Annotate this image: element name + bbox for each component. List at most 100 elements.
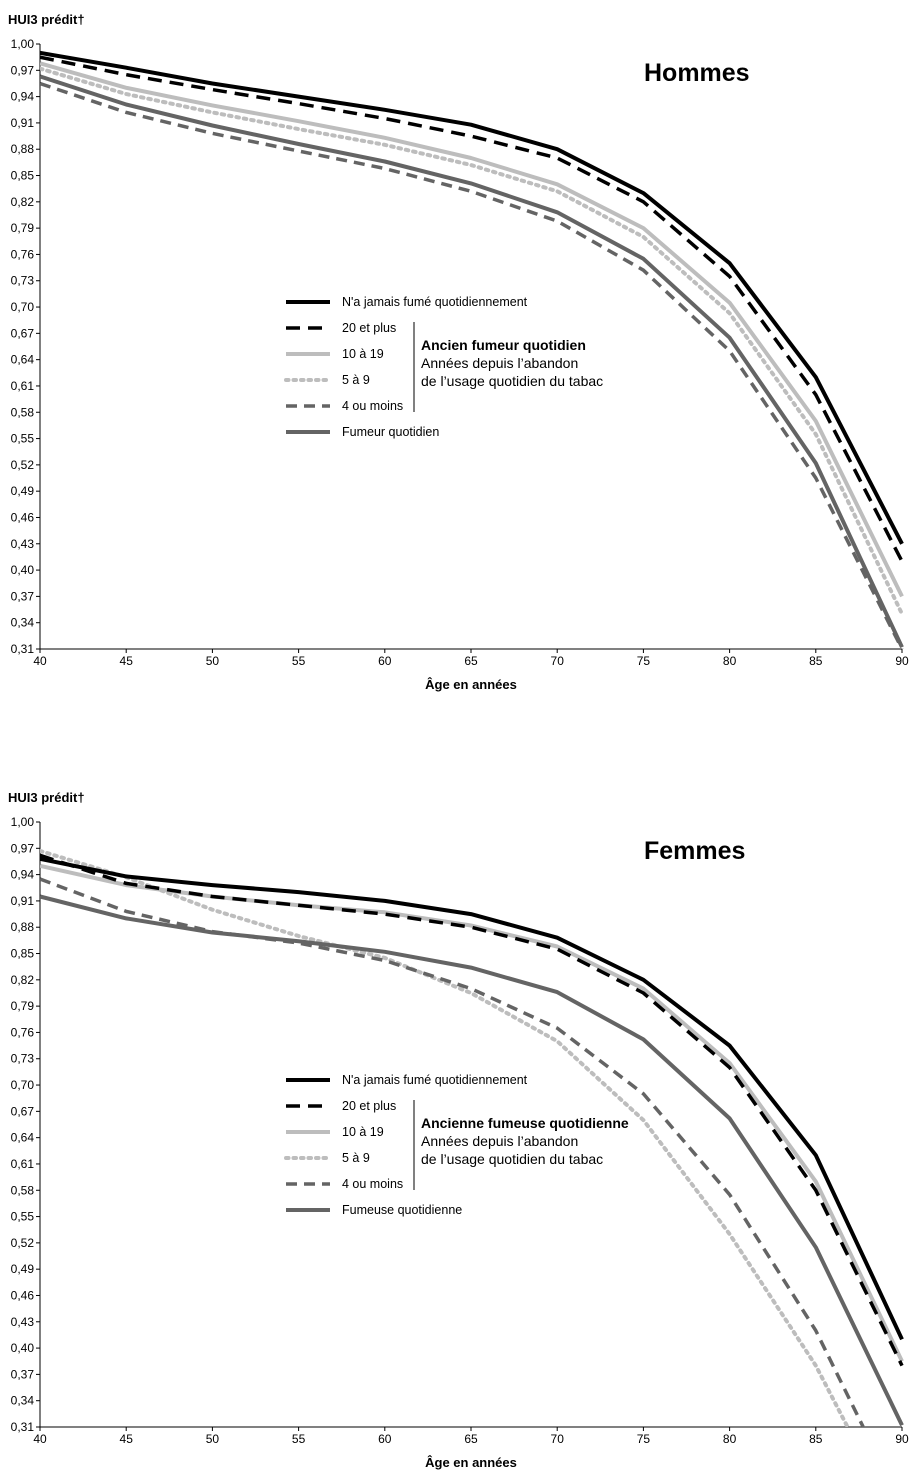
x-axis-label: Âge en années (425, 1455, 517, 1470)
y-tick-label: 0,58 (11, 1183, 35, 1197)
x-tick-label: 60 (378, 654, 392, 668)
chart-title: Femmes (644, 837, 745, 865)
y-tick-label: 0,85 (11, 947, 35, 961)
y-tick-label: 0,46 (11, 510, 35, 524)
y-tick-label: 0,97 (11, 63, 35, 77)
y-tick-label: 1,00 (11, 815, 35, 829)
y-tick-label: 0,94 (11, 868, 35, 882)
x-tick-label: 65 (464, 1432, 478, 1446)
chart-panel-men: HUI3 prédit† 1,00 0,97 0,94 0,91 0,88 0,85 0,82… (0, 0, 909, 700)
series-line-current (40, 894, 904, 1427)
series-line-5to9 (40, 848, 850, 1427)
legend-label-20plus: 20 et plus (342, 321, 396, 335)
x-tick-label: 75 (637, 654, 651, 668)
y-tick-label: 0,64 (11, 353, 35, 367)
x-tick-label: 50 (206, 1432, 220, 1446)
y-axis-label: HUI3 prédit† (8, 790, 85, 805)
series-line-20plus (40, 55, 904, 563)
y-tick-label: 0,73 (11, 274, 35, 288)
y-tick-label: 0,52 (11, 458, 35, 472)
x-tick-label: 45 (120, 654, 134, 668)
y-tick-label: 0,37 (11, 1367, 35, 1381)
legend-label-current: Fumeuse quotidienne (342, 1203, 462, 1217)
y-tick-label: 0,94 (11, 90, 35, 104)
legend-label-10to19: 10 à 19 (342, 1125, 384, 1139)
series-line-4less (40, 81, 904, 649)
y-tick-label: 0,82 (11, 973, 35, 987)
y-tick-label: 0,70 (11, 300, 35, 314)
y-tick-label: 0,43 (11, 1315, 35, 1329)
x-tick-label: 65 (464, 654, 478, 668)
y-tick-label: 0,79 (11, 999, 35, 1013)
x-tick-label: 40 (33, 1432, 47, 1446)
y-tick-label: 0,70 (11, 1078, 35, 1092)
y-tick-label: 0,49 (11, 1262, 35, 1276)
y-tick-label: 0,55 (11, 432, 35, 446)
chart-title: Hommes (644, 59, 750, 87)
series-line-4less (40, 877, 866, 1427)
legend-label-current: Fumeur quotidien (342, 425, 439, 439)
series-line-never (40, 856, 904, 1341)
y-tick-label: 0,91 (11, 116, 35, 130)
y-tick-label: 0,64 (11, 1131, 35, 1145)
legend-label-5to9: 5 à 9 (342, 1151, 370, 1165)
y-tick-label: 0,58 (11, 405, 35, 419)
x-tick-label: 70 (551, 654, 565, 668)
legend-group-note: de l’usage quotidien du tabac (421, 373, 603, 389)
y-tick-label: 0,52 (11, 1236, 35, 1250)
legend-group-title: Ancien fumeur quotidien (421, 337, 586, 353)
x-tick-label: 55 (292, 1432, 306, 1446)
legend-label-20plus: 20 et plus (342, 1099, 396, 1113)
y-tick-label: 0,67 (11, 1104, 35, 1118)
y-axis-label: HUI3 prédit† (8, 12, 85, 27)
chart-women: HUI3 prédit† 1,00 0,97 0,94 0,91 0,88 0,85 0,82… (8, 790, 909, 1470)
y-tick-label: 0,67 (11, 326, 35, 340)
y-tick-label: 0,88 (11, 142, 35, 156)
legend-group-note: Années depuis l’abandon (421, 355, 578, 371)
y-tick-label: 0,43 (11, 537, 35, 551)
x-tick-label: 85 (809, 654, 823, 668)
y-tick-label: 0,49 (11, 484, 35, 498)
y-tick-label: 0,97 (11, 841, 35, 855)
x-tick-label: 50 (206, 654, 220, 668)
y-tick-label: 0,76 (11, 247, 35, 261)
x-tick-label: 60 (378, 1432, 392, 1446)
series-line-10to19 (40, 61, 904, 598)
x-tick-label: 75 (637, 1432, 651, 1446)
x-axis-label: Âge en années (425, 677, 517, 692)
x-tick-label: 55 (292, 654, 306, 668)
y-tick-label: 0,88 (11, 920, 35, 934)
x-tick-label: 80 (723, 1432, 737, 1446)
x-tick-label: 40 (33, 654, 47, 668)
series-line-current (40, 74, 904, 649)
x-tick-label: 90 (895, 654, 909, 668)
y-tick-label: 0,91 (11, 894, 35, 908)
y-tick-label: 0,61 (11, 379, 35, 393)
y-tick-label: 0,76 (11, 1025, 35, 1039)
legend-group-note: de l’usage quotidien du tabac (421, 1151, 603, 1167)
series-line-5to9 (40, 66, 904, 616)
legend-label-4less: 4 ou moins (342, 399, 403, 413)
y-tick-label: 0,40 (11, 1341, 35, 1355)
x-tick-label: 90 (895, 1432, 909, 1446)
legend-label-never: N'a jamais fumé quotidiennement (342, 295, 528, 309)
x-tick-label: 85 (809, 1432, 823, 1446)
legend-group-note: Années depuis l’abandon (421, 1133, 578, 1149)
y-tick-label: 0,46 (11, 1288, 35, 1302)
series-line-10to19 (40, 863, 904, 1363)
y-tick-label: 0,34 (11, 616, 35, 630)
chart-panel-women: HUI3 prédit† 1,00 0,97 0,94 0,91 0,88 0,85 0,82… (0, 778, 909, 1478)
y-tick-label: 1,00 (11, 37, 35, 51)
x-tick-label: 80 (723, 654, 737, 668)
y-tick-label: 0,79 (11, 221, 35, 235)
y-tick-label: 0,34 (11, 1394, 35, 1408)
series-line-never (40, 50, 904, 545)
legend: N'a jamais fumé quotidiennement 20 et plu… (284, 295, 603, 439)
y-tick-label: 0,61 (11, 1157, 35, 1171)
y-tick-label: 0,31 (11, 1420, 35, 1434)
legend-label-5to9: 5 à 9 (342, 373, 370, 387)
y-tick-label: 0,31 (11, 642, 35, 656)
legend-label-10to19: 10 à 19 (342, 347, 384, 361)
y-tick-label: 0,37 (11, 589, 35, 603)
chart-men: HUI3 prédit† 1,00 0,97 0,94 0,91 0,88 0,85 0,82… (8, 12, 909, 692)
